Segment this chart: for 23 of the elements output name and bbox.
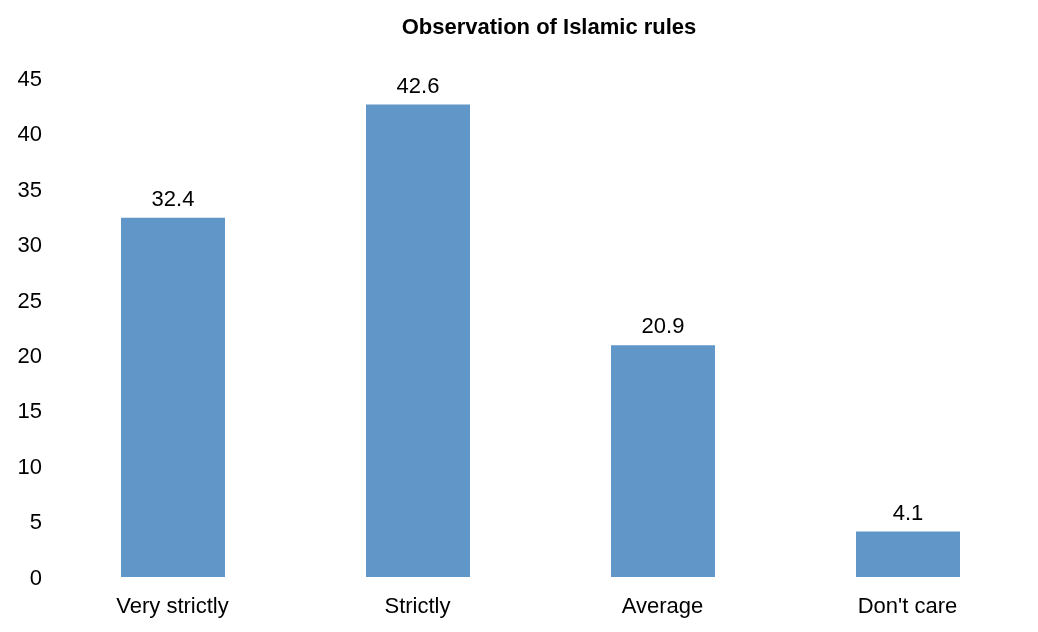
chart-title: Observation of Islamic rules <box>400 14 698 40</box>
bar <box>121 217 225 577</box>
bar <box>856 531 960 577</box>
data-label: 42.6 <box>396 72 440 98</box>
data-label: 20.9 <box>641 313 685 339</box>
y-tick-label: 40 <box>17 121 42 147</box>
y-tick-label: 35 <box>17 176 42 202</box>
bar <box>611 345 715 577</box>
data-label: 4.1 <box>892 499 924 525</box>
y-tick-label: 45 <box>17 65 42 91</box>
y-tick-label: 5 <box>29 509 42 535</box>
y-tick-label: 20 <box>17 343 42 369</box>
y-tick-label: 15 <box>17 398 42 424</box>
y-tick-label: 10 <box>17 453 42 479</box>
x-tick-label: Very strictly <box>116 592 229 618</box>
y-tick-label: 25 <box>17 287 42 313</box>
x-tick-label: Strictly <box>384 592 451 618</box>
x-tick-label: Average <box>621 592 704 618</box>
x-tick-label: Don't care <box>857 592 958 618</box>
y-tick-label: 0 <box>29 564 42 590</box>
bar <box>366 104 470 577</box>
data-label: 32.4 <box>151 185 195 211</box>
y-tick-label: 30 <box>17 232 42 258</box>
